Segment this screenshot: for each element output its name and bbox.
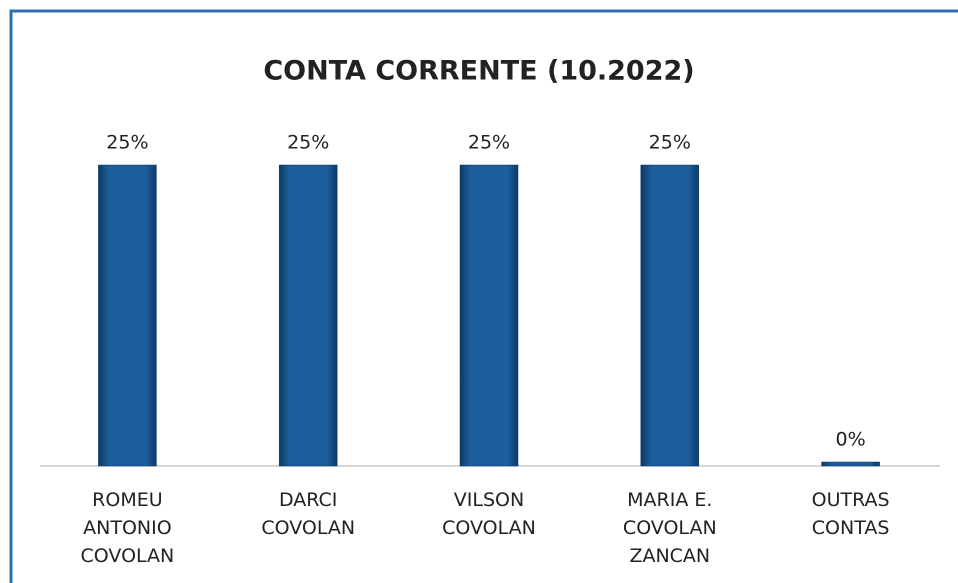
value-label: 25%	[649, 132, 691, 154]
chart-title: CONTA CORRENTE (10.2022)	[263, 56, 694, 87]
bar	[459, 164, 519, 467]
value-label: 25%	[287, 132, 329, 154]
frame	[9, 9, 958, 583]
value-label: 25%	[106, 132, 148, 154]
x-tick-label: ROMEU ANTONIO COVOLAN	[81, 489, 175, 567]
bar	[98, 164, 157, 467]
x-tick-label: VILSON COVOLAN	[442, 489, 536, 539]
value-label: 25%	[468, 132, 510, 154]
value-label: 0%	[836, 429, 866, 451]
bar	[640, 164, 700, 467]
bar	[821, 461, 880, 467]
x-tick-label: MARIA E. COVOLAN ZANCAN	[623, 489, 717, 567]
x-tick-label: OUTRAS CONTAS	[812, 489, 890, 539]
bar	[278, 164, 338, 467]
x-tick-label: DARCI COVOLAN	[261, 489, 355, 539]
